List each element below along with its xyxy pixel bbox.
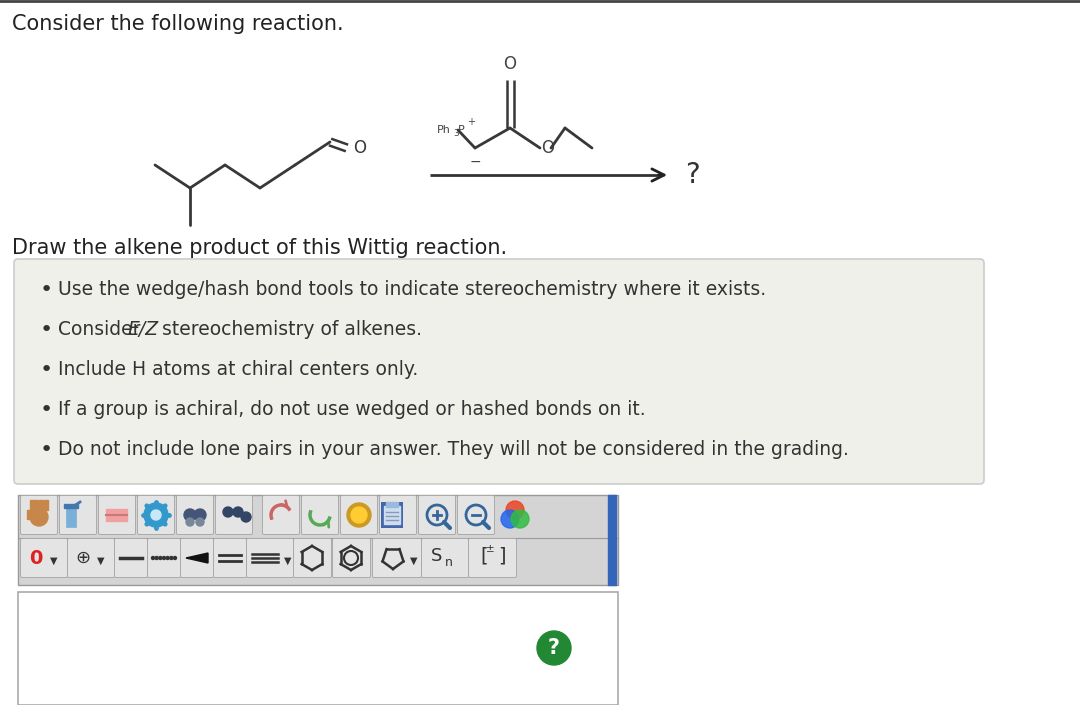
Circle shape bbox=[347, 503, 372, 527]
Text: ▼: ▼ bbox=[410, 556, 418, 566]
Circle shape bbox=[501, 510, 519, 528]
Text: •: • bbox=[40, 320, 53, 340]
FancyBboxPatch shape bbox=[294, 539, 332, 577]
Text: O: O bbox=[541, 139, 554, 157]
Text: •: • bbox=[40, 360, 53, 380]
Text: n: n bbox=[445, 556, 453, 568]
FancyBboxPatch shape bbox=[373, 539, 421, 577]
Bar bbox=[608, 495, 616, 585]
FancyBboxPatch shape bbox=[469, 539, 516, 577]
FancyBboxPatch shape bbox=[262, 496, 299, 534]
Circle shape bbox=[30, 508, 48, 526]
FancyBboxPatch shape bbox=[67, 539, 114, 577]
Bar bbox=[66, 507, 76, 527]
Circle shape bbox=[166, 556, 170, 560]
Text: ▼: ▼ bbox=[284, 556, 292, 566]
Text: Consider: Consider bbox=[58, 320, 147, 339]
Text: •: • bbox=[40, 400, 53, 420]
Bar bbox=[386, 502, 399, 507]
Bar bbox=[33, 500, 38, 510]
Text: E/Z: E/Z bbox=[129, 320, 159, 339]
Circle shape bbox=[174, 556, 176, 560]
Text: ▼: ▼ bbox=[50, 556, 57, 566]
FancyBboxPatch shape bbox=[98, 496, 135, 534]
Text: O: O bbox=[503, 55, 516, 73]
FancyBboxPatch shape bbox=[21, 496, 57, 534]
Text: 0: 0 bbox=[29, 548, 43, 568]
Bar bbox=[384, 506, 400, 524]
FancyBboxPatch shape bbox=[333, 539, 370, 577]
Circle shape bbox=[151, 510, 161, 520]
FancyBboxPatch shape bbox=[419, 496, 456, 534]
Circle shape bbox=[151, 556, 154, 560]
Circle shape bbox=[162, 556, 165, 560]
Text: 3: 3 bbox=[453, 130, 459, 138]
FancyBboxPatch shape bbox=[114, 539, 148, 577]
Text: Use the wedge/hash bond tools to indicate stereochemistry where it exists.: Use the wedge/hash bond tools to indicat… bbox=[58, 280, 766, 299]
Text: Draw the alkene product of this Wittig reaction.: Draw the alkene product of this Wittig r… bbox=[12, 238, 508, 258]
Circle shape bbox=[184, 509, 195, 521]
FancyBboxPatch shape bbox=[379, 496, 417, 534]
Text: ?: ? bbox=[685, 161, 700, 189]
FancyBboxPatch shape bbox=[14, 259, 984, 484]
FancyBboxPatch shape bbox=[176, 496, 214, 534]
Circle shape bbox=[194, 509, 206, 521]
Circle shape bbox=[186, 518, 194, 526]
Text: −: − bbox=[469, 155, 481, 169]
Circle shape bbox=[159, 556, 162, 560]
Circle shape bbox=[511, 510, 529, 528]
Text: stereochemistry of alkenes.: stereochemistry of alkenes. bbox=[156, 320, 422, 339]
Bar bbox=[27, 510, 32, 519]
Text: ⊕: ⊕ bbox=[76, 549, 91, 567]
Circle shape bbox=[144, 503, 168, 527]
Circle shape bbox=[241, 512, 251, 522]
Text: [: [ bbox=[480, 546, 487, 565]
FancyBboxPatch shape bbox=[216, 496, 253, 534]
Text: O: O bbox=[353, 139, 366, 157]
FancyBboxPatch shape bbox=[214, 539, 246, 577]
FancyBboxPatch shape bbox=[421, 539, 469, 577]
Text: If a group is achiral, do not use wedged or hashed bonds on it.: If a group is achiral, do not use wedged… bbox=[58, 400, 646, 419]
Text: •: • bbox=[40, 280, 53, 300]
Circle shape bbox=[156, 556, 158, 560]
FancyBboxPatch shape bbox=[137, 496, 175, 534]
FancyBboxPatch shape bbox=[246, 539, 294, 577]
Text: ▼: ▼ bbox=[97, 556, 105, 566]
Text: Consider the following reaction.: Consider the following reaction. bbox=[12, 14, 343, 34]
FancyBboxPatch shape bbox=[301, 496, 338, 534]
Circle shape bbox=[507, 501, 524, 519]
FancyBboxPatch shape bbox=[340, 496, 378, 534]
Bar bbox=[30, 500, 33, 510]
Bar bbox=[381, 502, 403, 528]
FancyBboxPatch shape bbox=[148, 539, 180, 577]
Bar bbox=[18, 495, 618, 585]
Circle shape bbox=[351, 507, 367, 523]
Text: Include H atoms at chiral centers only.: Include H atoms at chiral centers only. bbox=[58, 360, 418, 379]
Circle shape bbox=[170, 556, 173, 560]
FancyBboxPatch shape bbox=[180, 539, 214, 577]
Bar bbox=[64, 504, 78, 508]
Bar bbox=[39, 500, 43, 510]
FancyBboxPatch shape bbox=[59, 496, 96, 534]
Circle shape bbox=[233, 507, 243, 517]
Text: ±: ± bbox=[486, 544, 495, 554]
Circle shape bbox=[222, 507, 233, 517]
Bar bbox=[44, 500, 48, 510]
Text: S: S bbox=[431, 547, 443, 565]
Bar bbox=[18, 592, 618, 705]
Circle shape bbox=[537, 631, 571, 665]
Text: ?: ? bbox=[548, 638, 561, 658]
Text: Do not include lone pairs in your answer. They will not be considered in the gra: Do not include lone pairs in your answer… bbox=[58, 440, 849, 459]
Circle shape bbox=[195, 518, 204, 526]
Text: Ph: Ph bbox=[437, 125, 450, 135]
FancyBboxPatch shape bbox=[21, 539, 67, 577]
Text: P: P bbox=[458, 125, 464, 135]
Text: ]: ] bbox=[498, 546, 505, 565]
Text: •: • bbox=[40, 440, 53, 460]
Polygon shape bbox=[186, 553, 208, 563]
Polygon shape bbox=[106, 509, 127, 521]
FancyBboxPatch shape bbox=[458, 496, 495, 534]
Text: +: + bbox=[467, 117, 475, 127]
